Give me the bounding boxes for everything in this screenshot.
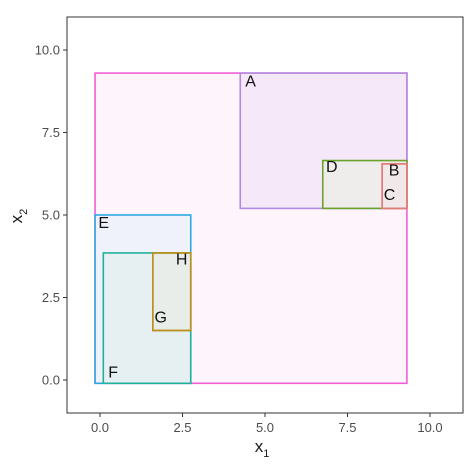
y-axis-ticks: 0.0 2.5 5.0 7.5 10.0 [35, 43, 67, 388]
rect-g [152, 252, 192, 332]
box-label-f: F [108, 364, 118, 381]
x-axis-title-main: x [255, 437, 264, 456]
y-tick-label: 2.5 [42, 290, 60, 305]
x-tick-label: 10.0 [417, 420, 442, 435]
rect-c [381, 163, 408, 210]
y-axis-title: x2 [7, 209, 30, 224]
rectangles-layer [94, 72, 408, 385]
box-label-c: C [384, 187, 396, 204]
y-tick-label: 0.0 [42, 373, 60, 388]
x-tick-label: 0.0 [91, 420, 109, 435]
box-label-e: E [98, 215, 109, 232]
box-label-g: G [154, 309, 166, 326]
box-label-h: H [176, 252, 188, 269]
box-label-b: B [389, 162, 400, 179]
box-label-a: A [245, 73, 256, 90]
x-axis-title-subscript: 1 [263, 448, 269, 460]
y-tick-label: 7.5 [42, 125, 60, 140]
x-tick-label: 5.0 [256, 420, 274, 435]
x-axis-title: x1 [255, 437, 270, 460]
y-axis-title-main: x [7, 214, 26, 223]
x-axis-ticks: 0.0 2.5 5.0 7.5 10.0 [91, 413, 443, 435]
box-labels-layer: A BC D E F G H [98, 73, 399, 381]
y-axis-title-subscript: 2 [18, 209, 30, 215]
y-tick-label: 5.0 [42, 208, 60, 223]
x-tick-label: 2.5 [173, 420, 191, 435]
box-label-d: D [326, 159, 338, 176]
x-tick-label: 7.5 [338, 420, 356, 435]
y-tick-label: 10.0 [35, 43, 60, 58]
